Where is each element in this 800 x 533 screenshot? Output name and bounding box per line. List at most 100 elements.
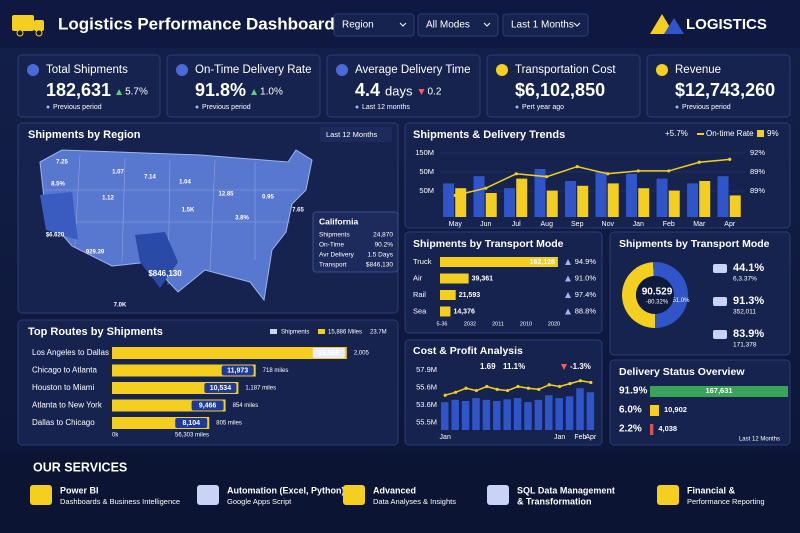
bar (576, 388, 584, 430)
status-note: Last 12 Months (739, 437, 780, 443)
bar-value: 14,376 (453, 308, 475, 315)
axis-label: 2032 (464, 321, 476, 327)
line-point (697, 160, 701, 164)
kpi-icon (656, 64, 668, 76)
tooltip-value: 24,870 (373, 232, 393, 239)
bar (650, 424, 654, 435)
bar (112, 347, 347, 359)
bar (565, 396, 574, 430)
donut-center: 90.529 (642, 287, 673, 298)
y-label: 55.5M (416, 417, 437, 426)
legend-swatch (318, 329, 325, 334)
kpi-label: Revenue (675, 64, 721, 76)
service-icon (343, 485, 365, 505)
kpi-icon (336, 64, 348, 76)
state-borders (45, 154, 300, 286)
x-tick-label: Feb (574, 434, 586, 441)
map-label: $6.620 (46, 233, 65, 239)
brand-logo (650, 14, 684, 34)
legend-item: -1.3% (570, 362, 591, 371)
legend-item: 15,886 Miles (328, 330, 362, 336)
trend-arrow (565, 308, 571, 315)
line-point (547, 383, 551, 387)
bar-value: 19,568 (318, 350, 340, 357)
trend-arrow (561, 364, 567, 370)
legend-swatch (270, 329, 277, 334)
legend-item: Shipments (281, 330, 309, 336)
panel-title: Shipments & Delivery Trends (413, 129, 565, 141)
bar (493, 401, 501, 430)
line-point (575, 165, 579, 169)
kpi-unit: days (385, 83, 413, 98)
line-point (526, 386, 531, 390)
trend-arrow (418, 89, 425, 95)
legend-sub: 171,378 (733, 342, 757, 349)
note-bullet (355, 105, 359, 109)
value-pill (221, 365, 254, 376)
x-tick-label: Apr (724, 221, 736, 228)
mode-rate: 97.4% (575, 290, 597, 299)
x-tick-label: Jan (633, 221, 644, 228)
kpi-note: Previous period (682, 104, 731, 111)
line-point (545, 175, 549, 179)
dashboard-title: Logistics Performance Dashboard (58, 14, 335, 33)
line-point (464, 386, 468, 390)
service-icon (487, 485, 509, 505)
filter-dropdown[interactable] (417, 13, 499, 37)
bar (717, 176, 729, 217)
tooltip-key: Avr Delivery (319, 252, 355, 259)
map-label: 7.14 (144, 175, 156, 181)
line-point (443, 393, 447, 397)
line-point (636, 169, 640, 173)
legend-item: On-time Rate (706, 129, 754, 138)
map-label: 3.8% (235, 216, 249, 222)
mode-rate: 91.0% (575, 273, 597, 282)
donut-hole (636, 276, 674, 314)
x-tick-label: Jun (480, 221, 491, 228)
services-title: OUR SERVICES (33, 460, 127, 474)
bar-value: 11,973 (227, 367, 248, 374)
period-dropdown[interactable] (320, 127, 392, 142)
bar-value: 4,038 (658, 424, 677, 433)
panel-title: Shipments by Region (28, 129, 141, 141)
mode-label: Rail (413, 290, 426, 299)
bar (504, 188, 516, 217)
filter-dropdown[interactable] (333, 13, 415, 37)
bar (699, 181, 711, 217)
service-icon (657, 485, 679, 505)
route-miles: 2,005 (354, 351, 370, 357)
legend-swatch (757, 130, 764, 137)
bar (687, 183, 699, 217)
bar-value: 10,534 (210, 385, 232, 392)
y-label: 55.6M (416, 382, 437, 391)
x-tick-label: Jul (512, 221, 521, 228)
truck-icon (12, 15, 44, 37)
bar (513, 398, 522, 430)
kpi-card (646, 54, 791, 118)
tooltip-key: Shipments (319, 232, 350, 239)
kpi-value: $12,743,260 (675, 80, 775, 100)
map-label: $846,130 (148, 269, 182, 278)
tooltip-value: $846,130 (366, 262, 393, 269)
map-label: 7.25 (56, 160, 68, 166)
axis-label: 5-36 (436, 321, 447, 327)
bar (586, 392, 595, 430)
bar (626, 173, 638, 217)
mode-rate: 88.8% (575, 306, 597, 315)
tooltip-state: California (319, 216, 358, 226)
map-label: 1.12 (102, 196, 114, 202)
route-label: Atlanta to New York (32, 401, 103, 410)
trend-arrow (565, 275, 571, 282)
axis-label: 2020 (548, 321, 560, 327)
bar (451, 399, 459, 430)
bar (555, 398, 563, 430)
line-point (537, 387, 541, 391)
note-bullet (195, 105, 199, 109)
legend-sub: 352,011 (733, 309, 756, 316)
axis-label: 2011 (492, 321, 504, 327)
filter-dropdown[interactable] (502, 13, 589, 37)
kpi-icon (496, 64, 508, 76)
line-point (568, 382, 572, 386)
bar (545, 395, 553, 430)
mode-icon (713, 297, 727, 306)
